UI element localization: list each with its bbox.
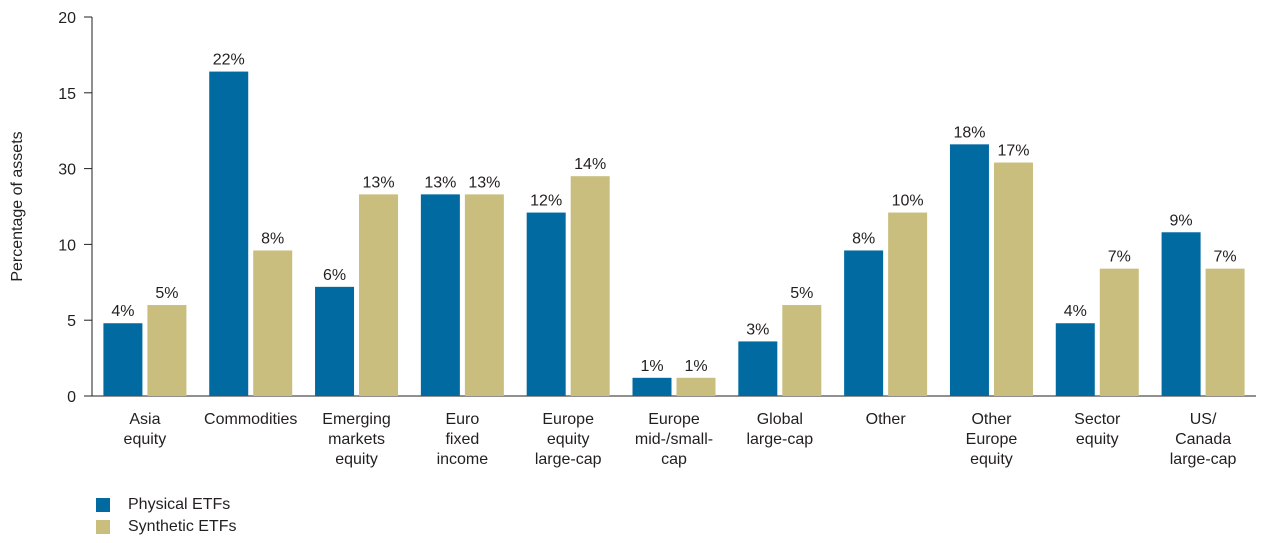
bar-physical <box>209 71 249 397</box>
x-tick-label: income <box>437 451 489 468</box>
bar-synthetic <box>253 250 293 396</box>
data-label-synthetic: 5% <box>790 285 813 302</box>
legend-swatch-synthetic <box>96 520 110 534</box>
bar-physical <box>738 341 778 396</box>
data-label-synthetic: 13% <box>468 174 500 191</box>
x-tick-label: Asia <box>129 411 160 428</box>
bar-synthetic <box>1205 268 1245 396</box>
y-tick-label: 15 <box>58 86 76 103</box>
data-label-physical: 4% <box>111 303 134 320</box>
data-label-physical: 6% <box>323 267 346 284</box>
data-label-physical: 1% <box>640 358 663 375</box>
y-tick-label: 30 <box>58 162 76 179</box>
bar-physical <box>949 144 989 396</box>
x-tick-label: Global <box>757 411 803 428</box>
bar-synthetic <box>676 377 716 396</box>
x-tick-label: Commodities <box>204 411 297 428</box>
x-tick-label: Sector <box>1074 411 1121 428</box>
bar-physical <box>1055 323 1095 396</box>
x-tick-label: markets <box>328 431 385 448</box>
data-label-synthetic: 5% <box>155 285 178 302</box>
bar-synthetic <box>464 194 504 396</box>
legend: Physical ETFs Synthetic ETFs <box>96 494 236 538</box>
data-label-synthetic: 1% <box>684 358 707 375</box>
bar-synthetic <box>359 194 399 396</box>
data-label-synthetic: 8% <box>261 230 284 247</box>
data-label-synthetic: 13% <box>363 174 395 191</box>
x-tick-label: Other <box>866 411 907 428</box>
x-tick-label: US/ <box>1190 411 1217 428</box>
bar-physical <box>103 323 143 396</box>
data-label-physical: 3% <box>746 321 769 338</box>
x-tick-label: equity <box>970 451 1013 468</box>
bar-physical <box>632 377 672 396</box>
data-label-physical: 12% <box>530 193 562 210</box>
data-label-synthetic: 10% <box>892 193 924 210</box>
x-tick-label: Europe <box>648 411 700 428</box>
data-label-physical: 18% <box>953 124 985 141</box>
data-label-physical: 22% <box>213 52 245 69</box>
x-tick-label: mid-/small- <box>635 431 713 448</box>
bar-synthetic <box>147 305 187 396</box>
legend-label-synthetic: Synthetic ETFs <box>128 518 237 535</box>
data-label-synthetic: 17% <box>997 143 1029 160</box>
y-tick-label: 20 <box>58 10 76 27</box>
x-tick-label: equity <box>547 431 590 448</box>
data-label-physical: 4% <box>1064 303 1087 320</box>
x-tick-label: fixed <box>445 431 479 448</box>
bar-synthetic <box>888 212 928 396</box>
x-tick-label: Euro <box>445 411 479 428</box>
x-tick-label: Europe <box>966 431 1018 448</box>
bar-synthetic <box>570 176 610 396</box>
bar-synthetic <box>782 305 822 396</box>
y-axis-label: Percentage of assets <box>9 131 26 281</box>
data-label-physical: 13% <box>424 174 456 191</box>
x-tick-label: equity <box>124 431 167 448</box>
bar-physical <box>844 250 884 396</box>
bar-chart: 051030152025%Percentage of assets4%5%Asi… <box>9 10 1256 468</box>
y-tick-label: 10 <box>58 237 76 254</box>
x-tick-label: large-cap <box>746 431 813 448</box>
x-tick-label: Canada <box>1175 431 1231 448</box>
x-tick-label: Emerging <box>322 411 390 428</box>
data-label-synthetic: 7% <box>1108 249 1131 266</box>
x-tick-label: Europe <box>542 411 594 428</box>
legend-swatch-physical <box>96 498 110 512</box>
bar-synthetic <box>993 162 1033 396</box>
bar-synthetic <box>1099 268 1139 396</box>
legend-label-physical: Physical ETFs <box>128 496 231 513</box>
bar-physical <box>1161 232 1201 396</box>
data-label-synthetic: 7% <box>1214 249 1237 266</box>
bar-physical <box>315 286 355 396</box>
x-tick-label: equity <box>1076 431 1119 448</box>
x-tick-label: cap <box>661 451 687 468</box>
data-label-physical: 9% <box>1170 212 1193 229</box>
y-tick-label: 0 <box>67 389 76 406</box>
legend-item-physical-etfs: Physical ETFs <box>96 494 236 516</box>
x-tick-label: large-cap <box>535 451 602 468</box>
data-label-physical: 8% <box>852 230 875 247</box>
x-tick-label: equity <box>335 451 378 468</box>
x-tick-label: Other <box>971 411 1012 428</box>
data-label-synthetic: 14% <box>574 156 606 173</box>
bar-physical <box>420 194 460 396</box>
y-tick-label: 5 <box>67 313 76 330</box>
legend-item-synthetic-etfs: Synthetic ETFs <box>96 516 236 538</box>
bar-physical <box>526 212 566 396</box>
x-tick-label: large-cap <box>1170 451 1237 468</box>
